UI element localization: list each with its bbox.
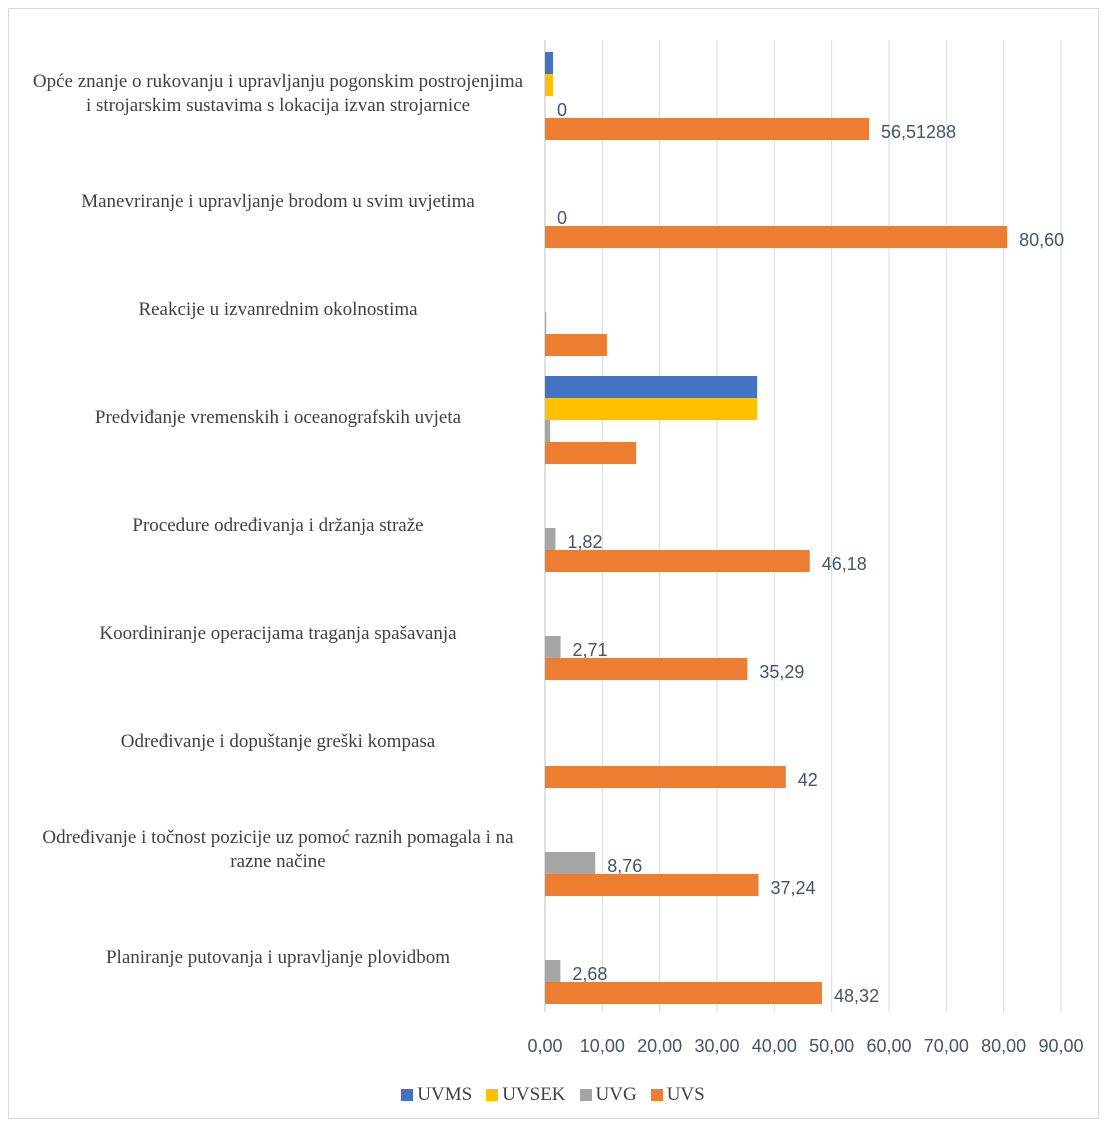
bar bbox=[545, 334, 607, 356]
legend-swatch bbox=[486, 1089, 499, 1101]
category-label: Manevriranje i upravljanje brodom u svim… bbox=[81, 191, 475, 212]
bar bbox=[545, 766, 786, 788]
data-label: 46,18 bbox=[822, 554, 867, 574]
bar bbox=[545, 658, 748, 680]
legend-swatch bbox=[650, 1089, 663, 1101]
legend-item: UVG bbox=[579, 1084, 637, 1106]
category-label: Reakcije u izvanrednim okolnostima bbox=[138, 299, 418, 320]
x-tick-label: 70,00 bbox=[924, 1036, 969, 1056]
data-label: 37,24 bbox=[771, 878, 816, 898]
bar bbox=[545, 420, 551, 442]
data-label: 0 bbox=[557, 208, 567, 228]
x-tick-label: 30,00 bbox=[694, 1036, 739, 1056]
data-label: 0 bbox=[557, 100, 567, 120]
legend-label: UVSEK bbox=[502, 1084, 566, 1105]
data-label: 80,60 bbox=[1019, 230, 1064, 250]
legend-item: UVSEK bbox=[486, 1084, 566, 1106]
x-tick-label: 20,00 bbox=[637, 1036, 682, 1056]
x-tick-label: 10,00 bbox=[580, 1036, 625, 1056]
legend: UVMS UVSEK UVG UVS bbox=[0, 1084, 1106, 1106]
bar bbox=[545, 398, 758, 420]
bar bbox=[545, 442, 637, 464]
bar bbox=[545, 960, 561, 982]
category-label: Opće znanje o rukovanju i upravljanju po… bbox=[32, 71, 524, 116]
legend-item: UVMS bbox=[401, 1084, 472, 1106]
legend-swatch bbox=[579, 1089, 592, 1101]
bar bbox=[545, 852, 596, 874]
bar bbox=[545, 376, 758, 398]
data-label: 48,32 bbox=[834, 986, 879, 1006]
category-label: Određivanje i dopuštanje greški kompasa bbox=[120, 731, 436, 752]
bar bbox=[545, 550, 810, 572]
legend-label: UVG bbox=[595, 1084, 637, 1105]
category-label: Predviđanje vremenskih i oceanografskih … bbox=[94, 407, 462, 428]
bar bbox=[545, 118, 870, 140]
legend-swatch bbox=[401, 1089, 414, 1101]
x-tick-label: 40,00 bbox=[752, 1036, 797, 1056]
legend-label: UVMS bbox=[417, 1084, 473, 1105]
data-label: 42 bbox=[798, 770, 818, 790]
bar bbox=[545, 528, 556, 550]
data-label: 35,29 bbox=[759, 662, 804, 682]
x-tick-label: 50,00 bbox=[809, 1036, 854, 1056]
category-label: Određivanje i točnost pozicije uz pomoć … bbox=[42, 827, 514, 872]
category-label: Procedure određivanja i držanja straže bbox=[132, 515, 424, 536]
chart-border bbox=[8, 8, 1099, 1119]
data-label: 56,51288 bbox=[881, 122, 956, 142]
bar bbox=[545, 636, 561, 658]
data-label: 1,82 bbox=[567, 532, 602, 552]
category-label: Koordiniranje operacijama traganja spaša… bbox=[99, 623, 457, 644]
bar bbox=[545, 982, 823, 1004]
bar bbox=[545, 874, 759, 896]
bar bbox=[545, 226, 1008, 248]
category-label: Planiranje putovanja i upravljanje plovi… bbox=[105, 947, 451, 968]
x-tick-label: 80,00 bbox=[981, 1036, 1026, 1056]
data-label: 8,76 bbox=[607, 856, 642, 876]
legend-label: UVS bbox=[666, 1084, 705, 1105]
bar bbox=[545, 52, 554, 74]
legend-item: UVS bbox=[650, 1084, 705, 1106]
bar bbox=[545, 312, 547, 334]
x-tick-label: 60,00 bbox=[866, 1036, 911, 1056]
data-label: 2,68 bbox=[572, 964, 607, 984]
data-label: 2,71 bbox=[573, 640, 608, 660]
x-tick-label: 90,00 bbox=[1038, 1036, 1083, 1056]
bar bbox=[545, 74, 554, 96]
x-tick-label: 0,00 bbox=[527, 1036, 562, 1056]
